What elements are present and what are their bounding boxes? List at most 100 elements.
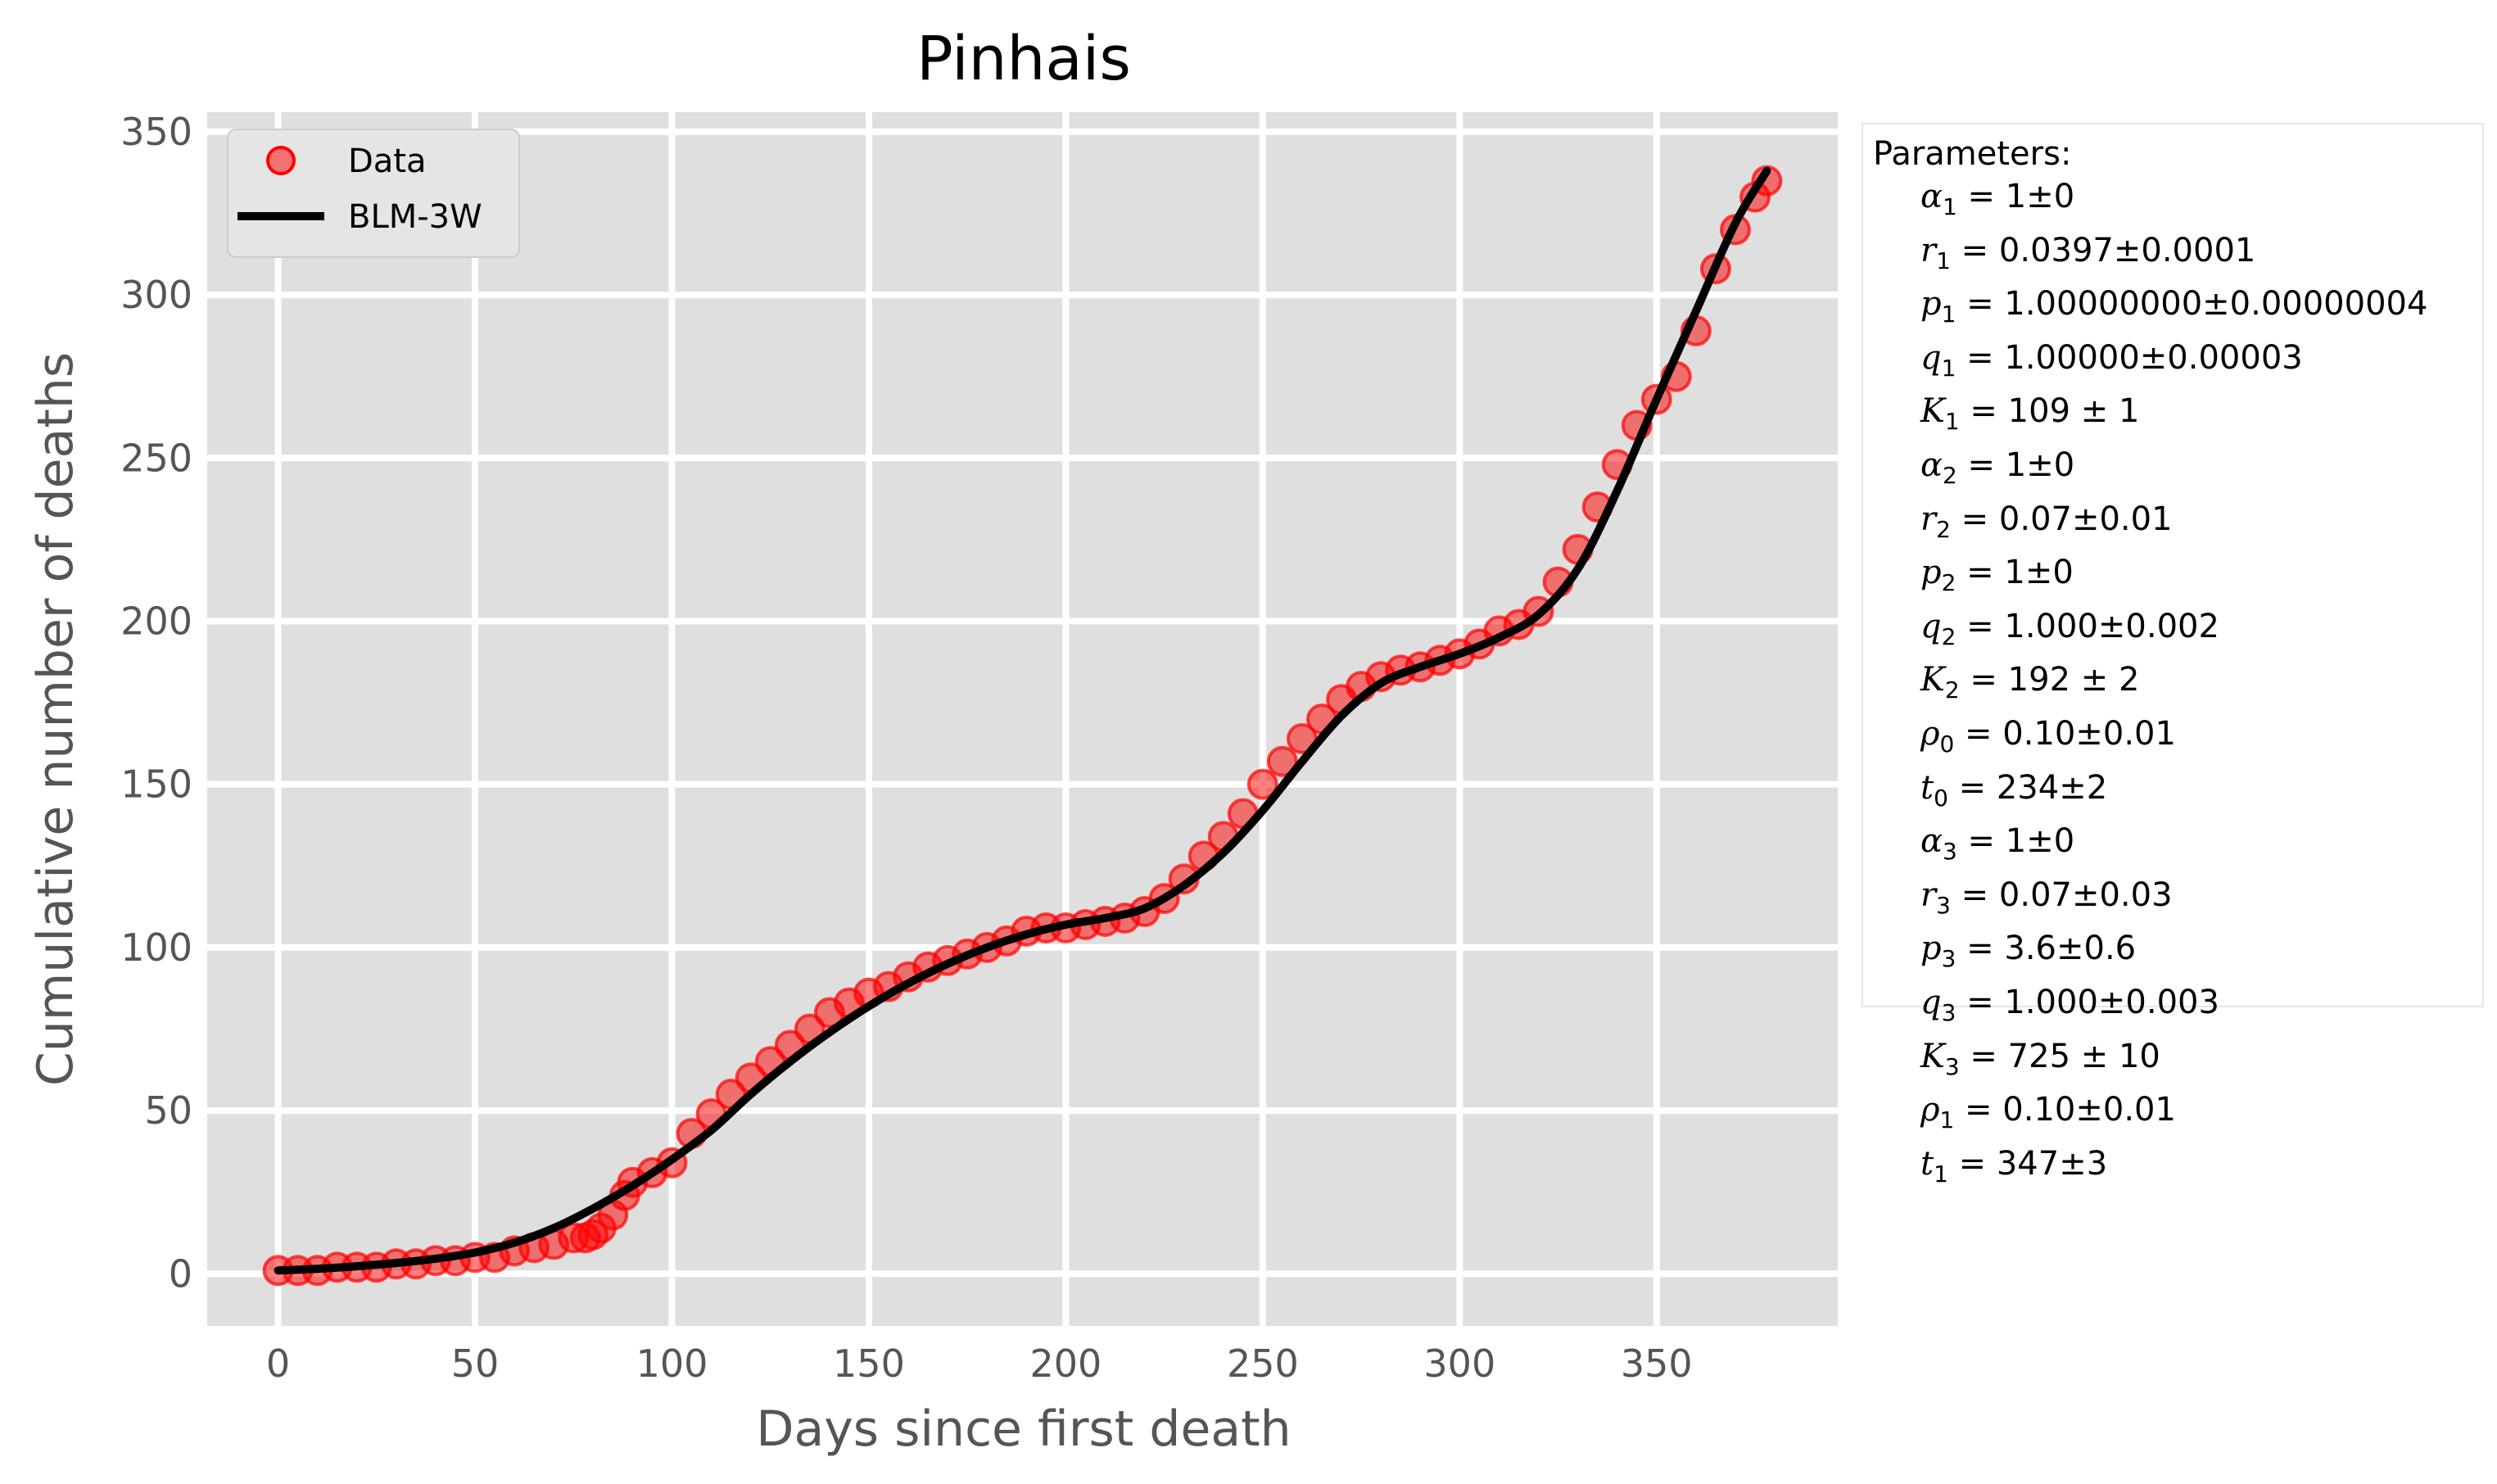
chart-title: Pinhais [916, 24, 1131, 94]
legend-label-fit: BLM-3W [348, 198, 482, 236]
data-point [1266, 745, 1298, 777]
parameter-value: = 1±0 [1956, 446, 2075, 484]
y-tick-label: 300 [120, 273, 192, 317]
parameter-symbol: K [1920, 661, 1945, 699]
parameter-subscript: 3 [1941, 998, 1956, 1026]
parameter-subscript: 1 [1934, 1160, 1948, 1188]
parameter-value: = 1.000±0.002 [1956, 607, 2219, 645]
legend-label-data: Data [348, 143, 427, 180]
parameter-row: r2 = 0.07±0.01 [1873, 498, 2482, 552]
parameter-symbol: ρ [1920, 714, 1940, 753]
parameter-value: = 1±0 [1956, 178, 2075, 215]
parameter-symbol: p [1920, 930, 1942, 968]
parameter-subscript: 0 [1934, 784, 1948, 812]
y-axis-label: Cumulative number of deaths [27, 352, 84, 1086]
x-tick-label: 300 [1423, 1341, 1495, 1386]
parameter-row: α3 = 1±0 [1873, 820, 2482, 874]
parameter-subscript: 1 [1944, 408, 1960, 436]
parameter-value: = 1±0 [1956, 554, 2074, 592]
parameter-symbol: K [1920, 1037, 1945, 1075]
x-tick-label: 0 [266, 1341, 290, 1386]
parameter-row: q3 = 1.000±0.003 [1873, 981, 2482, 1035]
parameter-subscript: 1 [1936, 247, 1951, 274]
parameters-box: Parameters: α1 = 1±0 r1 = 0.0397±0.0001 p1… [1861, 123, 2484, 1188]
parameter-row: r1 = 0.0397±0.0001 [1873, 229, 2482, 283]
parameter-row: K1 = 109 ± 1 [1873, 390, 2482, 444]
parameter-subscript: 0 [1939, 730, 1955, 758]
parameter-symbol: p [1920, 554, 1942, 592]
parameter-symbol: α [1920, 822, 1943, 861]
legend-data-marker [266, 146, 296, 175]
parameter-subscript: 2 [1936, 515, 1951, 543]
parameter-row: p1 = 1.00000000±0.00000004 [1873, 283, 2482, 337]
parameter-row: p2 = 1±0 [1873, 551, 2482, 605]
parameter-row: α2 = 1±0 [1873, 444, 2482, 498]
grid [207, 112, 1838, 1326]
parameter-value: = 1.000±0.003 [1956, 983, 2219, 1021]
parameter-row: K2 = 192 ± 2 [1873, 658, 2482, 713]
parameter-symbol: t [1920, 1144, 1934, 1183]
parameter-row: q1 = 1.00000±0.00003 [1873, 337, 2482, 391]
parameter-value: = 0.0397±0.0001 [1950, 231, 2256, 269]
parameter-symbol: r [1920, 231, 1937, 269]
x-tick-label: 250 [1227, 1341, 1299, 1386]
parameter-row: t1 = 347±3 [1873, 1142, 2482, 1197]
y-tick-label: 250 [120, 436, 192, 480]
x-tick-label: 150 [833, 1341, 905, 1386]
parameter-symbol: p [1920, 285, 1942, 323]
parameter-row: ρ0 = 0.10±0.01 [1873, 713, 2482, 767]
parameter-subscript: 1 [1943, 193, 1957, 220]
parameter-subscript: 3 [1944, 1052, 1960, 1080]
data-point [1246, 768, 1278, 800]
parameter-subscript: 1 [1939, 1106, 1955, 1134]
parameters-list: α1 = 1±0 r1 = 0.0397±0.0001 p1 = 1.0000000… [1873, 175, 2482, 1196]
parameter-value: = 0.07±0.03 [1950, 875, 2173, 914]
parameter-subscript: 3 [1941, 945, 1956, 973]
parameter-subscript: 1 [1941, 354, 1956, 382]
y-tick-label: 350 [120, 110, 192, 154]
parameter-symbol: ρ [1920, 1091, 1940, 1129]
plot-area [207, 112, 1838, 1326]
parameter-subscript: 2 [1941, 622, 1956, 650]
y-tick-label: 0 [169, 1251, 192, 1296]
parameter-symbol: q [1920, 338, 1942, 377]
parameter-value: = 192 ± 2 [1959, 661, 2140, 699]
y-tick-label: 100 [120, 925, 192, 970]
parameter-value: = 0.07±0.01 [1950, 500, 2173, 538]
x-tick-labels: 0 50 100 150 200 250 300 350 [266, 1341, 1693, 1386]
parameter-symbol: r [1920, 500, 1937, 538]
x-tick-label: 200 [1029, 1341, 1101, 1386]
parameter-row: q2 = 1.000±0.002 [1873, 605, 2482, 659]
parameter-value: = 347±3 [1947, 1144, 2108, 1183]
legend: Data BLM-3W [227, 129, 520, 258]
parameter-value: = 234±2 [1947, 768, 2108, 807]
x-axis-label: Days since first death [756, 1400, 1291, 1458]
parameter-row: t0 = 234±2 [1873, 767, 2482, 821]
y-tick-label: 150 [120, 762, 192, 807]
y-tick-label: 200 [120, 599, 192, 643]
parameter-value: = 0.10±0.01 [1954, 714, 2176, 753]
y-tick-labels: 0 50 100 150 200 250 300 350 [120, 110, 192, 1296]
parameter-value: = 109 ± 1 [1959, 392, 2140, 431]
y-tick-label: 50 [144, 1088, 192, 1133]
parameter-value: = 0.10±0.01 [1954, 1091, 2176, 1129]
parameters-heading: Parameters: [1873, 135, 2072, 173]
parameter-symbol: t [1920, 768, 1934, 807]
parameter-row: ρ1 = 0.10±0.01 [1873, 1088, 2482, 1142]
x-tick-label: 100 [636, 1341, 708, 1386]
parameter-subscript: 3 [1936, 891, 1951, 919]
parameter-subscript: 2 [1943, 461, 1957, 489]
parameter-symbol: α [1920, 178, 1943, 215]
parameter-subscript: 1 [1941, 301, 1956, 328]
parameter-subscript: 3 [1943, 838, 1957, 866]
parameter-value: = 1.00000±0.00003 [1956, 338, 2303, 377]
parameter-value: = 1±0 [1956, 822, 2075, 861]
parameter-symbol: K [1920, 392, 1945, 431]
legend-box [227, 129, 520, 258]
parameter-row: p3 = 3.6±0.6 [1873, 927, 2482, 981]
x-tick-label: 50 [451, 1341, 500, 1386]
parameter-subscript: 2 [1941, 569, 1956, 597]
x-tick-label: 350 [1621, 1341, 1693, 1386]
parameter-value: = 3.6±0.6 [1956, 930, 2137, 968]
